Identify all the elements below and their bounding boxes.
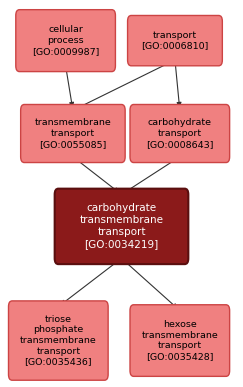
Text: carbohydrate
transmembrane
transport
[GO:0034219]: carbohydrate transmembrane transport [GO… [79,204,164,249]
Text: hexose
transmembrane
transport
[GO:0035428]: hexose transmembrane transport [GO:00354… [141,320,218,361]
Text: cellular
process
[GO:0009987]: cellular process [GO:0009987] [32,26,99,56]
Text: transport
[GO:0006810]: transport [GO:0006810] [141,31,209,51]
FancyBboxPatch shape [130,305,230,376]
FancyBboxPatch shape [130,104,230,163]
FancyBboxPatch shape [9,301,108,380]
FancyBboxPatch shape [128,15,222,66]
FancyBboxPatch shape [55,189,188,264]
Text: carbohydrate
transport
[GO:0008643]: carbohydrate transport [GO:0008643] [146,118,214,149]
FancyBboxPatch shape [16,10,115,72]
Text: transmembrane
transport
[GO:0055085]: transmembrane transport [GO:0055085] [35,118,111,149]
FancyBboxPatch shape [21,104,125,163]
Text: triose
phosphate
transmembrane
transport
[GO:0035436]: triose phosphate transmembrane transport… [20,315,97,366]
